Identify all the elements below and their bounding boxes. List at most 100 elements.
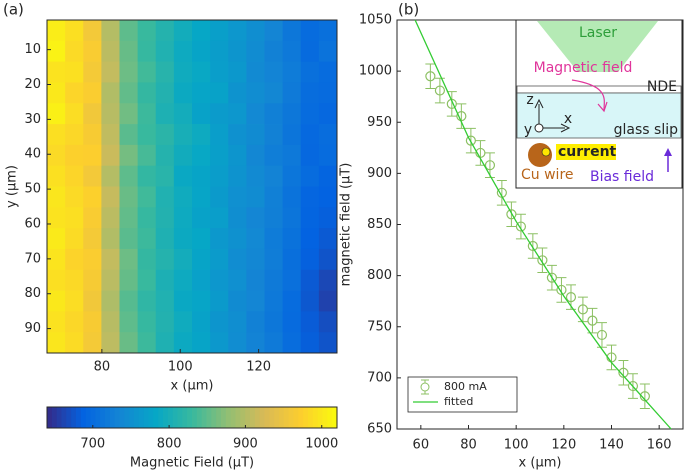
heatmap-cell <box>83 61 102 83</box>
heatmap-cell <box>173 144 193 167</box>
heatmap-cell <box>228 228 247 250</box>
heatmap-cell <box>192 269 211 291</box>
inset-label: NDE <box>647 79 677 95</box>
heatmap-cell <box>119 61 139 83</box>
heatmap-cell <box>246 228 265 250</box>
y-tick-label: 800 <box>367 268 392 283</box>
colorbar-strip <box>259 407 265 428</box>
data-point <box>596 329 608 341</box>
x-tick-label: 60 <box>413 438 430 453</box>
heatmap-cell <box>155 207 175 229</box>
colorbar-strip <box>288 407 294 428</box>
colorbar-strip <box>201 407 207 428</box>
colorbar-strip <box>187 407 193 428</box>
y-tick-label: 90 <box>24 321 41 336</box>
heatmap-cell <box>101 290 120 312</box>
heatmap-cell <box>192 144 211 167</box>
colorbar-strip <box>134 407 140 428</box>
heatmap-cell <box>228 103 247 125</box>
error-bar <box>425 63 436 90</box>
heatmap-cell <box>119 40 139 63</box>
colorbar-strip <box>177 407 183 428</box>
heatmap-cell <box>300 165 320 187</box>
data-point <box>515 221 527 232</box>
heatmap-cell <box>300 207 320 229</box>
heatmap-cell <box>119 311 139 333</box>
colorbar-strip <box>90 407 96 428</box>
heatmap-cell <box>83 186 102 208</box>
y-tick-label: 70 <box>24 251 41 266</box>
heatmap-cell <box>210 165 229 187</box>
error-bar <box>537 247 548 274</box>
colorbar-strip <box>172 407 178 428</box>
colorbar-strip <box>100 407 106 428</box>
heatmap-cell <box>246 124 265 146</box>
heatmap-cell <box>137 144 157 167</box>
colorbar-tick-label: 900 <box>233 437 258 452</box>
heatmap-cell <box>101 124 120 146</box>
heatmap-cell <box>155 186 175 208</box>
heatmap-cell <box>228 40 247 63</box>
heatmap-cell <box>318 186 338 208</box>
heatmap-cell <box>101 269 120 291</box>
heatmap-cell <box>246 186 265 208</box>
y-tick-label: 50 <box>24 182 41 197</box>
heatmap-cell <box>282 82 302 104</box>
heatmap-cell <box>47 207 66 229</box>
heatmap-cell <box>83 269 102 291</box>
heatmap-cell <box>137 82 157 104</box>
heatmap-cell <box>101 228 120 250</box>
colorbar-strip <box>66 407 72 428</box>
colorbar-strip <box>283 407 290 428</box>
heatmap-cell <box>300 311 320 333</box>
inset-label: Bias field <box>590 169 654 185</box>
heatmap-cell <box>246 165 265 187</box>
heatmap-cell <box>300 269 320 291</box>
colorbar-frame <box>46 406 338 429</box>
heatmap-cell <box>101 144 120 167</box>
error-bar <box>527 233 538 259</box>
error-bar <box>434 77 445 104</box>
y-axis <box>534 123 544 133</box>
error-bar <box>515 213 526 240</box>
heatmap-cell <box>192 20 211 42</box>
heatmap-cell <box>101 103 120 125</box>
heatmap-cell <box>119 228 139 250</box>
heatmap-cell <box>83 311 102 333</box>
heatmap-cell <box>119 144 139 167</box>
heatmap-cell <box>101 186 120 208</box>
heatmap-cell <box>101 20 120 42</box>
colorbar-strip <box>105 407 111 428</box>
panel-label: (b) <box>398 1 419 19</box>
y-tick-label: 1050 <box>359 13 392 28</box>
colorbar-tick-label: 1000 <box>305 437 338 452</box>
data-point <box>537 255 548 266</box>
colorbar-tick-label: 800 <box>157 437 182 452</box>
x-axis-label: x (μm) <box>519 456 562 471</box>
heatmap-cell <box>210 269 229 291</box>
heatmap-cell <box>47 20 66 42</box>
inset-label: y <box>524 122 532 138</box>
heatmap-cell <box>119 248 139 271</box>
heatmap-cell <box>119 82 139 104</box>
fit-line <box>414 19 672 430</box>
heatmap-cell <box>192 207 211 229</box>
heatmap-cell <box>210 228 229 250</box>
z-arrowhead <box>534 98 544 109</box>
heatmap-cell <box>47 124 66 146</box>
y-tick-label: 700 <box>367 370 392 385</box>
heatmap-cell <box>282 124 302 146</box>
data-point <box>577 304 589 315</box>
heatmap-cell <box>318 144 338 167</box>
heatmap-cell <box>173 103 193 125</box>
data-point <box>484 160 496 171</box>
heatmap-cell <box>210 40 229 63</box>
heatmap-cell <box>300 20 320 42</box>
heatmap-cell <box>210 248 229 271</box>
error-bar <box>606 344 617 371</box>
inset: Laser Magnetic field NDE z y x glass sli… <box>515 19 683 189</box>
data-point <box>556 284 567 296</box>
heatmap-cell <box>83 82 102 104</box>
data-point <box>527 240 538 252</box>
